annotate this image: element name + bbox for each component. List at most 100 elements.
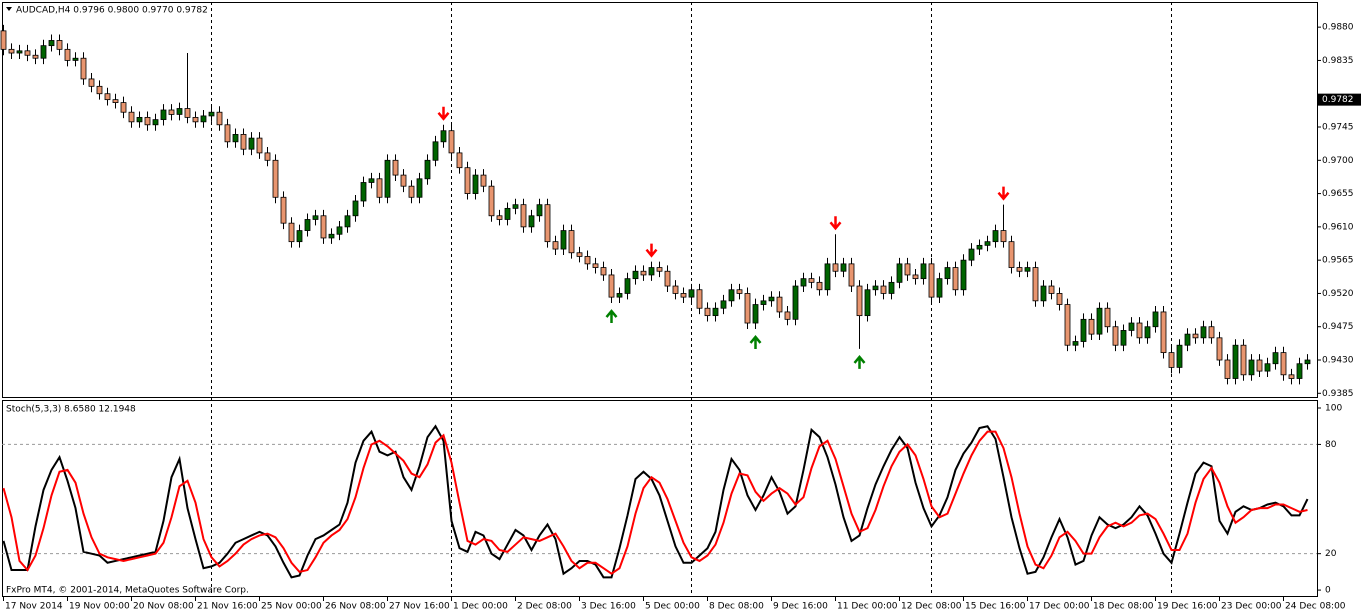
- candle-body: [952, 267, 959, 291]
- candle-body: [896, 263, 903, 283]
- candle-body: [360, 182, 367, 202]
- candle-body: [1240, 344, 1247, 376]
- candle-body: [336, 226, 343, 235]
- candle-body: [1248, 359, 1255, 376]
- x-tick-label: 2 Dec 08:00: [517, 602, 572, 612]
- candle-body: [560, 230, 567, 250]
- candle-body: [352, 200, 359, 217]
- candle-body: [936, 278, 943, 298]
- candle-body: [848, 263, 855, 287]
- candle-body: [640, 270, 647, 276]
- candle-body: [264, 152, 271, 161]
- candle-body: [856, 285, 863, 317]
- candle-body: [1080, 318, 1087, 342]
- candle-body: [40, 45, 47, 59]
- candle-body: [984, 241, 991, 246]
- candle-body: [1096, 307, 1103, 335]
- candle-body: [552, 241, 559, 250]
- candle-body: [960, 259, 967, 291]
- candle-body: [496, 215, 503, 220]
- candle-body: [600, 267, 607, 276]
- candle-body: [240, 134, 247, 150]
- x-tick-label: 23 Dec 00:00: [1221, 602, 1282, 612]
- candle-body: [656, 267, 663, 272]
- candle-body: [880, 285, 887, 294]
- candle-body: [1120, 330, 1127, 346]
- candle-body: [16, 50, 23, 54]
- candle-body: [104, 93, 111, 101]
- candle-body: [200, 115, 207, 123]
- candle-body: [824, 263, 831, 291]
- y-tick-label: 80: [1325, 440, 1337, 450]
- candle-body: [832, 263, 839, 272]
- candle-body: [312, 215, 319, 220]
- candle-body: [536, 204, 543, 217]
- x-tick-label: 20 Nov 08:00: [133, 602, 194, 612]
- candle-body: [624, 278, 631, 294]
- candle-body: [648, 267, 655, 276]
- candle-body: [152, 119, 159, 126]
- candle-body: [24, 50, 31, 56]
- candle-body: [48, 40, 55, 47]
- candle-body: [1024, 267, 1031, 272]
- candle-body: [320, 215, 327, 239]
- candle-body: [456, 152, 463, 169]
- candle-body: [1256, 359, 1263, 372]
- y-tick-label: 0.9430: [1322, 356, 1354, 366]
- candle-body: [912, 274, 919, 280]
- candle-body: [1232, 344, 1239, 379]
- candle-body: [376, 178, 383, 198]
- candle-body: [712, 307, 719, 317]
- x-tick-label: 5 Dec 00:00: [645, 602, 700, 612]
- y-tick-label: 20: [1325, 549, 1337, 559]
- candle-body: [304, 219, 311, 231]
- candle-body: [224, 124, 231, 143]
- x-tick-label: 24 Dec 08:00: [1285, 602, 1346, 612]
- candle-body: [416, 178, 423, 198]
- candle-body: [392, 159, 399, 176]
- menu-triangle[interactable]: [6, 7, 12, 11]
- stoch-line: [2, 424, 1309, 579]
- indicator-title: Stoch(5,3,3) 8.6580 12.1948: [6, 405, 136, 415]
- current-price-box: [1318, 93, 1361, 106]
- candle-body: [1008, 241, 1015, 268]
- candle-body: [776, 296, 783, 313]
- candle-body: [1032, 267, 1039, 302]
- x-tick-label: 27 Nov 16:00: [389, 602, 450, 612]
- candle-body: [128, 111, 135, 123]
- candle-body: [928, 263, 935, 298]
- candle-body: [1144, 326, 1151, 339]
- candle-body: [432, 141, 439, 161]
- candle-body: [688, 289, 695, 298]
- candle-body: [760, 300, 767, 305]
- candle-body: [1072, 341, 1079, 346]
- candle-body: [808, 278, 815, 283]
- y-tick-label: 0.9745: [1322, 123, 1354, 133]
- candle-body: [864, 289, 871, 317]
- candle-body: [736, 289, 743, 294]
- candle-body: [768, 296, 775, 302]
- candle-body: [32, 54, 39, 59]
- x-tick-label: 8 Dec 08:00: [709, 602, 764, 612]
- candle-body: [384, 159, 391, 198]
- sell-arrow: [437, 106, 450, 121]
- y-tick-label: 0.9700: [1322, 156, 1354, 166]
- candle-body: [544, 204, 551, 243]
- candle-body: [840, 263, 847, 272]
- candle-body: [1280, 352, 1287, 376]
- candle-body: [448, 130, 455, 154]
- candle-body: [1160, 311, 1167, 354]
- x-tick-label: 15 Dec 16:00: [965, 602, 1026, 612]
- candle-body: [616, 293, 623, 298]
- candle-body: [888, 281, 895, 294]
- copyright-footer: FxPro MT4, © 2001-2014, MetaQuotes Softw…: [6, 586, 249, 596]
- candle-body: [904, 263, 911, 276]
- candle-body: [528, 215, 535, 228]
- candle-body: [96, 85, 103, 95]
- candle-body: [1040, 285, 1047, 302]
- candle-body: [480, 174, 487, 187]
- x-tick-label: 11 Dec 00:00: [837, 602, 898, 612]
- candle-body: [672, 285, 679, 294]
- x-tick-label: 21 Nov 16:00: [197, 602, 258, 612]
- candle-body: [400, 174, 407, 187]
